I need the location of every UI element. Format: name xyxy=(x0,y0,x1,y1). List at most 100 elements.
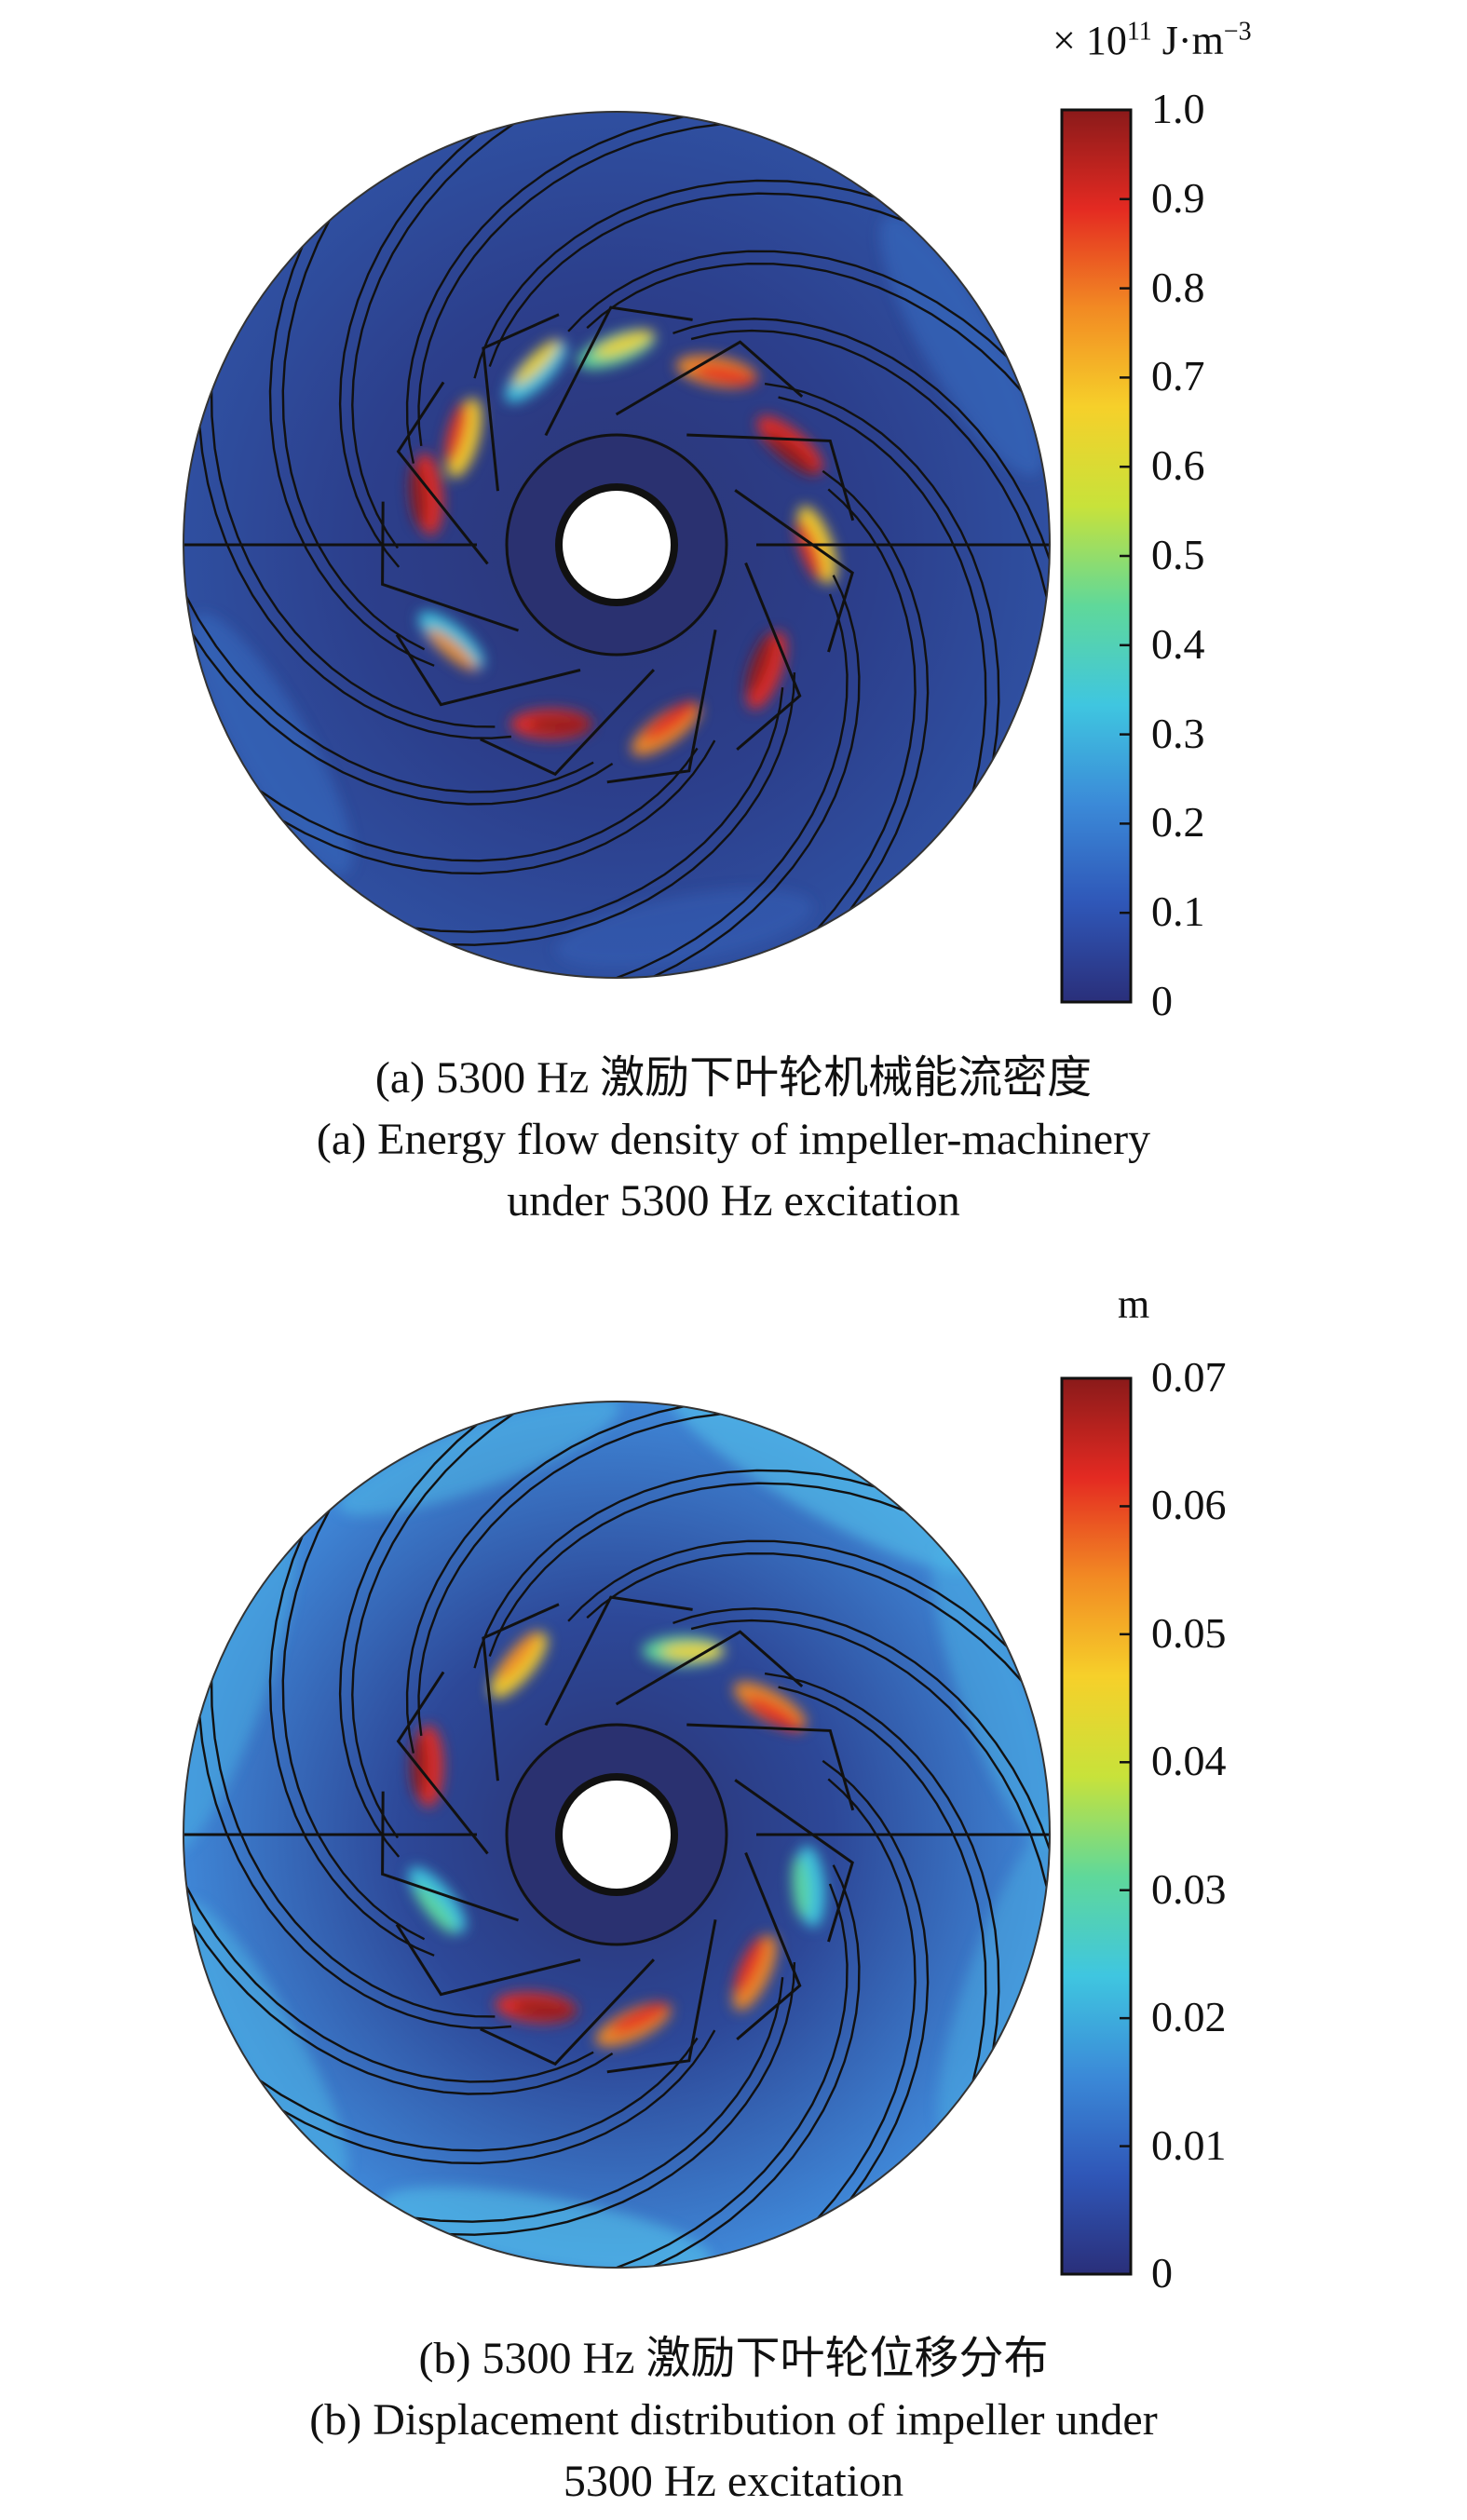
caption-english-line-2: under 5300 Hz excitation xyxy=(507,1176,960,1226)
colorbar-tick-label: 0 xyxy=(1151,2249,1173,2296)
blade-curve xyxy=(183,715,699,862)
hot-spot xyxy=(746,631,787,710)
blade-curve xyxy=(764,382,1000,865)
unit-exponent: 11 xyxy=(1126,17,1152,47)
hot-spot-core xyxy=(694,365,757,386)
blade-curve xyxy=(586,1551,1050,1774)
inner-blade-ring xyxy=(381,1595,855,2074)
inner-blade-ring xyxy=(381,305,855,784)
blade-curve xyxy=(210,281,496,728)
colorbar-tick-label: 0.02 xyxy=(1151,1993,1227,2041)
inner-blade xyxy=(544,305,693,437)
hot-spot-core xyxy=(746,1697,802,1732)
colorbar-unit: m xyxy=(1118,1280,1149,1328)
glow-patch xyxy=(668,1402,977,1572)
blade-curve xyxy=(549,1864,861,2268)
blade-curve xyxy=(567,250,1050,444)
colorbar-tick-label: 0.5 xyxy=(1151,531,1205,578)
caption-english-line-1: (b) Displacement distribution of impelle… xyxy=(309,2395,1158,2445)
blade-curve xyxy=(473,179,977,379)
blade-curve xyxy=(473,1469,977,1669)
unit-prefix: × 10 xyxy=(1053,18,1127,63)
blade-curve xyxy=(351,112,613,549)
colorbar-tick-label: 0.3 xyxy=(1151,709,1205,757)
inner-blade xyxy=(482,1603,560,1782)
outer-blades xyxy=(183,1402,1050,2268)
colorbar-tick-label: 0.4 xyxy=(1151,619,1205,668)
colorbar-tick-label: 0.06 xyxy=(1151,1481,1227,1529)
hot-spots xyxy=(408,1631,826,2047)
inner-blade xyxy=(686,433,855,522)
caption-chinese: (b) 5300 Hz 激励下叶轮位移分布 xyxy=(418,2334,1049,2383)
blade-curve xyxy=(338,1402,572,1858)
blade-curve xyxy=(281,1419,426,1941)
inner-blade xyxy=(736,562,802,752)
hot-spot-core xyxy=(795,520,823,580)
blade-curve xyxy=(417,120,832,447)
glow-patch xyxy=(183,1900,348,2176)
unit-suffix: J·m xyxy=(1151,18,1224,63)
hot-spot-core xyxy=(610,2002,669,2034)
outer-blades xyxy=(183,112,1050,978)
blade-curve xyxy=(268,151,435,667)
blade-curve xyxy=(307,1977,784,2223)
blade-curve xyxy=(351,1402,613,1839)
colorbar-tick-label: 0.07 xyxy=(1151,1353,1227,1401)
inner-blade xyxy=(396,1671,489,1855)
inner-blade xyxy=(395,1923,581,1997)
inner-blade xyxy=(480,669,655,777)
displacement-glow xyxy=(183,1402,1050,2268)
hot-spot-core xyxy=(643,701,697,740)
hot-spot-core xyxy=(427,628,478,671)
glow-patch xyxy=(381,2187,713,2268)
colorbar-tick-label: 1.0 xyxy=(1151,85,1205,132)
glow-patch xyxy=(555,888,813,969)
colorbar-tick-label: 0.03 xyxy=(1151,1864,1227,1913)
center-bore xyxy=(555,483,678,606)
impeller-plot-a xyxy=(183,108,1133,1004)
colorbar-tick-label: 0.7 xyxy=(1151,352,1205,400)
glow-patch xyxy=(937,1817,1050,2134)
inner-blade xyxy=(734,489,854,653)
caption-english-line-1: (a) Energy flow density of impeller-mach… xyxy=(316,1115,1151,1164)
hot-spots xyxy=(409,329,837,756)
blade-curve xyxy=(586,262,1050,484)
blade-curve xyxy=(488,1482,1002,1658)
inner-blade xyxy=(615,340,804,416)
inner-blade xyxy=(480,1958,655,2066)
figure-a: × 1011 J·m−3 1.0 0.9 0.8 0.7 0.6 0.5 0.4 0.3 0.2… xyxy=(0,0,1467,1248)
disk-outline xyxy=(183,111,1051,979)
colorbar-tick-label: 0 xyxy=(1151,977,1173,1024)
glow-patch xyxy=(183,1536,296,1852)
caption-chinese: (a) 5300 Hz 激励下叶轮机械能流密度 xyxy=(374,1053,1093,1103)
blade-curve xyxy=(405,112,795,464)
hot-spot-core xyxy=(746,633,774,695)
glow-patch xyxy=(932,1547,1050,1847)
blade-curve xyxy=(488,192,1002,368)
blade-curve xyxy=(197,1605,511,2029)
blade-curve xyxy=(772,1759,930,2268)
inner-blade xyxy=(544,1595,693,1727)
unit-suffix-exponent: −3 xyxy=(1223,17,1252,47)
caption-b: (b) 5300 Hz 激励下叶轮位移分布 (b) Displacement d… xyxy=(0,2328,1467,2513)
colorbar-tick-label: 0.9 xyxy=(1151,173,1205,222)
colorbar-tick-label: 0.6 xyxy=(1151,441,1205,490)
figure-b: m 0.07 0.06 0.05 0.04 0.03 0.02 0.01 0 (b) 5300… xyxy=(0,1276,1467,2520)
inner-blade xyxy=(736,1851,802,2041)
blade-curve xyxy=(183,492,594,793)
hot-spot-core xyxy=(734,1936,766,1995)
displacement-glow xyxy=(190,215,1043,969)
colorbar-unit: × 1011 J·m−3 xyxy=(1053,17,1252,64)
hot-spot-core xyxy=(444,401,469,464)
blade-curve xyxy=(307,687,784,933)
inner-blade xyxy=(381,1791,519,1922)
hot-spot-core xyxy=(409,463,428,527)
colorbar-tick-label: 0.01 xyxy=(1151,2120,1227,2169)
blade-curve xyxy=(778,1686,987,2185)
blade-curve xyxy=(268,1441,435,1957)
blade-curve xyxy=(733,1778,917,2268)
blade-curve xyxy=(509,1883,849,2268)
disk-outline xyxy=(183,1401,1051,2269)
hot-spot-core xyxy=(496,1631,539,1681)
blade-curve xyxy=(690,1619,1050,1998)
